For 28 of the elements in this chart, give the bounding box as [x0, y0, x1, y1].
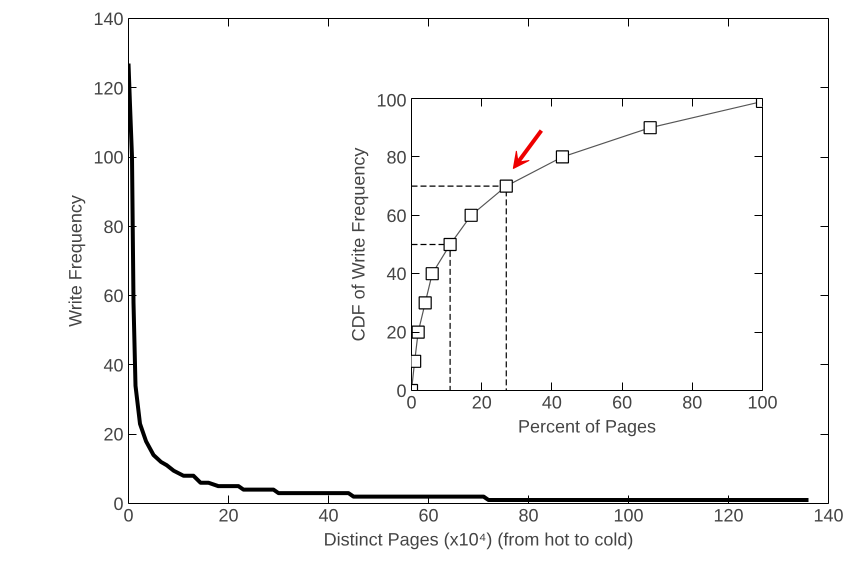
- x-tick-label: 80: [682, 392, 702, 412]
- x-tick-label: 40: [318, 506, 339, 526]
- y-tick-label: 20: [103, 424, 124, 445]
- x-tick-label: 80: [518, 506, 539, 526]
- x-tick-label: 100: [613, 506, 644, 526]
- y-tick-label: 60: [386, 206, 407, 226]
- y-axis-title: CDF of Write Frequency: [348, 148, 368, 342]
- y-tick-label: 40: [386, 264, 407, 284]
- x-tick-label: 140: [813, 506, 844, 526]
- x-axis-title: Distinct Pages (x10⁴) (from hot to cold): [324, 530, 634, 550]
- y-tick-label: 100: [93, 148, 124, 168]
- y-tick-label: 80: [103, 216, 124, 237]
- y-tick-label: 80: [386, 147, 407, 168]
- x-axis-title: Percent of Pages: [518, 416, 656, 436]
- x-tick-label: 120: [713, 506, 744, 526]
- x-tick-label: 100: [747, 392, 778, 412]
- y-axis-title: Write Frequency: [65, 195, 86, 327]
- y-tick-label: 120: [93, 78, 124, 98]
- y-tick-label: 60: [103, 286, 124, 306]
- y-tick-label: 140: [93, 9, 124, 29]
- x-tick-label: 60: [418, 506, 439, 526]
- x-tick-label: 40: [542, 392, 562, 412]
- y-tick-label: 100: [376, 90, 407, 110]
- y-tick-label: 20: [386, 322, 407, 343]
- y-tick-label: 40: [103, 355, 124, 376]
- x-tick-label: 60: [612, 392, 632, 412]
- x-tick-label: 20: [472, 392, 492, 412]
- x-tick-label: 20: [218, 506, 239, 526]
